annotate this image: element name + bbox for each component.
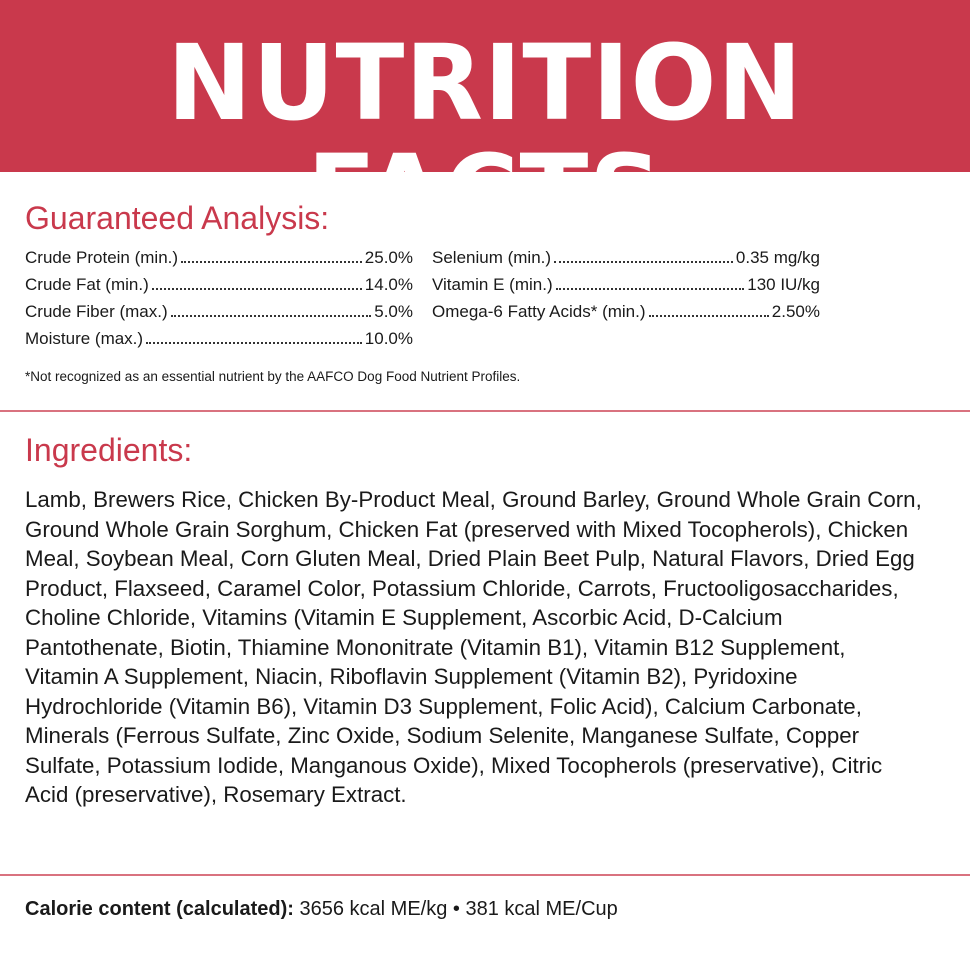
nutrient-label: Omega-6 Fatty Acids* (min.) xyxy=(432,302,646,321)
nutrient-value: 2.50% xyxy=(771,302,820,321)
analysis-heading: Guaranteed Analysis: xyxy=(25,200,330,236)
nutrient-value: 0.35 mg/kg xyxy=(735,248,820,267)
analysis-right: Selenium (min.) 0.35 mg/kg Vitamin E (min.… xyxy=(432,248,820,329)
calorie-content: Calorie content (calculated): 3656 kcal … xyxy=(25,898,618,921)
dot-leader xyxy=(555,288,745,290)
nutrient-label: Crude Protein (min.) xyxy=(25,248,179,267)
nutrient-value: 5.0% xyxy=(374,302,413,321)
analysis-row: Selenium (min.) 0.35 mg/kg xyxy=(432,248,820,275)
ingredients-heading: Ingredients: xyxy=(25,432,193,468)
analysis-row: Vitamin E (min.) 130 IU/kg xyxy=(432,275,820,302)
dot-leader xyxy=(170,315,372,317)
analysis-row: Crude Protein (min.) 25.0% xyxy=(25,248,413,275)
dot-leader xyxy=(146,342,362,344)
dot-leader xyxy=(181,261,362,263)
separator xyxy=(0,874,970,876)
dot-leader xyxy=(648,315,769,317)
calorie-value: 3656 kcal ME/kg • 381 kcal ME/Cup xyxy=(299,898,618,920)
analysis-left: Crude Protein (min.) 25.0% Crude Fat (min.… xyxy=(25,248,413,356)
nutrient-value: 25.0% xyxy=(364,248,413,267)
header-band: NUTRITION FACTS xyxy=(0,0,970,248)
analysis-row: Crude Fat (min.) 14.0% xyxy=(25,275,413,302)
footnote: *Not recognized as an essential nutrient… xyxy=(25,369,521,384)
dot-leader xyxy=(554,261,733,263)
analysis-row: Crude Fiber (max.) 5.0% xyxy=(25,302,413,329)
analysis-row: Omega-6 Fatty Acids* (min.) 2.50% xyxy=(432,302,820,329)
calorie-label: Calorie content (calculated): xyxy=(25,898,294,920)
nutrient-label: Vitamin E (min.) xyxy=(432,275,553,294)
nutrient-value: 14.0% xyxy=(364,275,413,294)
analysis-row: Moisture (max.) 10.0% xyxy=(25,329,413,356)
nutrient-label: Crude Fat (min.) xyxy=(25,275,149,294)
dot-leader xyxy=(151,288,362,290)
nutrient-label: Selenium (min.) xyxy=(432,248,552,267)
title: NUTRITION FACTS xyxy=(167,22,803,254)
ingredients-text: Lamb, Brewers Rice, Chicken By-Product M… xyxy=(25,487,922,807)
nutrient-value: 10.0% xyxy=(364,329,413,348)
separator xyxy=(0,410,970,412)
nutrient-label: Crude Fiber (max.) xyxy=(25,302,168,321)
nutrient-value: 130 IU/kg xyxy=(747,275,820,294)
nutrient-label: Moisture (max.) xyxy=(25,329,144,348)
